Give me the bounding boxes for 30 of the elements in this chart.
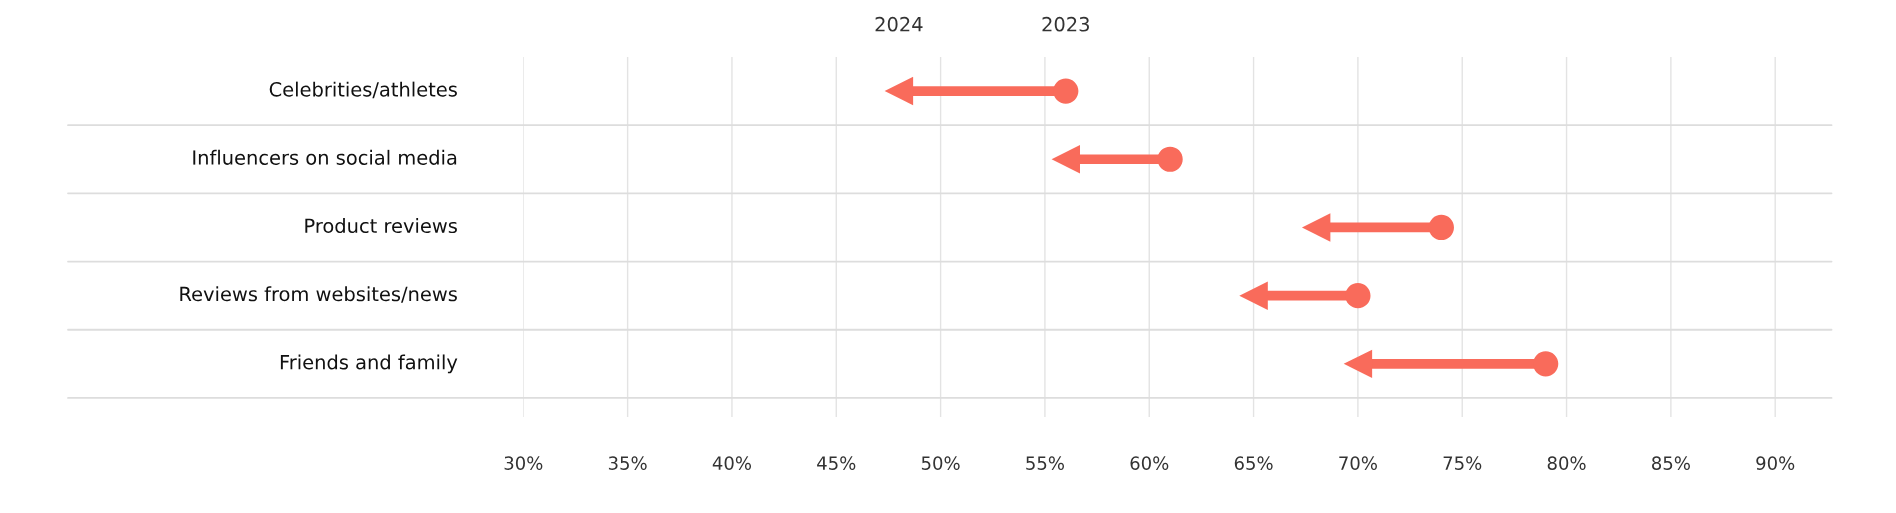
x-tick-label: 55% xyxy=(1026,456,1064,470)
point xyxy=(1301,213,1331,242)
y-tick-label: Friends and family xyxy=(280,354,458,374)
x-tick-label: 85% xyxy=(1652,456,1690,470)
y-tick-label: Reviews from websites/news xyxy=(180,286,457,303)
point xyxy=(1343,349,1373,379)
point xyxy=(1157,146,1183,172)
x-tick-label: 90% xyxy=(1756,456,1795,470)
x-tick-label: 70% xyxy=(1339,456,1377,470)
x-tick-label: 60% xyxy=(1130,456,1169,470)
x-tick-label: 50% xyxy=(921,456,960,470)
x-tick-label: 30% xyxy=(504,456,543,470)
x-tick-label: 75% xyxy=(1443,456,1482,470)
text: 2024 xyxy=(875,16,923,32)
point xyxy=(884,76,914,106)
y-tick-label: Celebrities/athletes xyxy=(269,81,457,99)
x-tick-label: 35% xyxy=(608,456,647,470)
x-tick-label: 40% xyxy=(712,456,752,470)
y-tick-label: Influencers on social media xyxy=(193,149,457,165)
point xyxy=(1533,351,1559,377)
x-tick-label: 45% xyxy=(817,456,856,470)
point xyxy=(1053,78,1079,104)
x-tick-label: 65% xyxy=(1234,456,1273,470)
point xyxy=(1428,214,1454,241)
point xyxy=(1239,281,1268,310)
text: 2023 xyxy=(1042,16,1089,32)
x-tick-label: 80% xyxy=(1547,456,1586,470)
point xyxy=(1051,145,1081,174)
point xyxy=(1345,283,1371,309)
y-tick-label: Product reviews xyxy=(305,218,457,234)
